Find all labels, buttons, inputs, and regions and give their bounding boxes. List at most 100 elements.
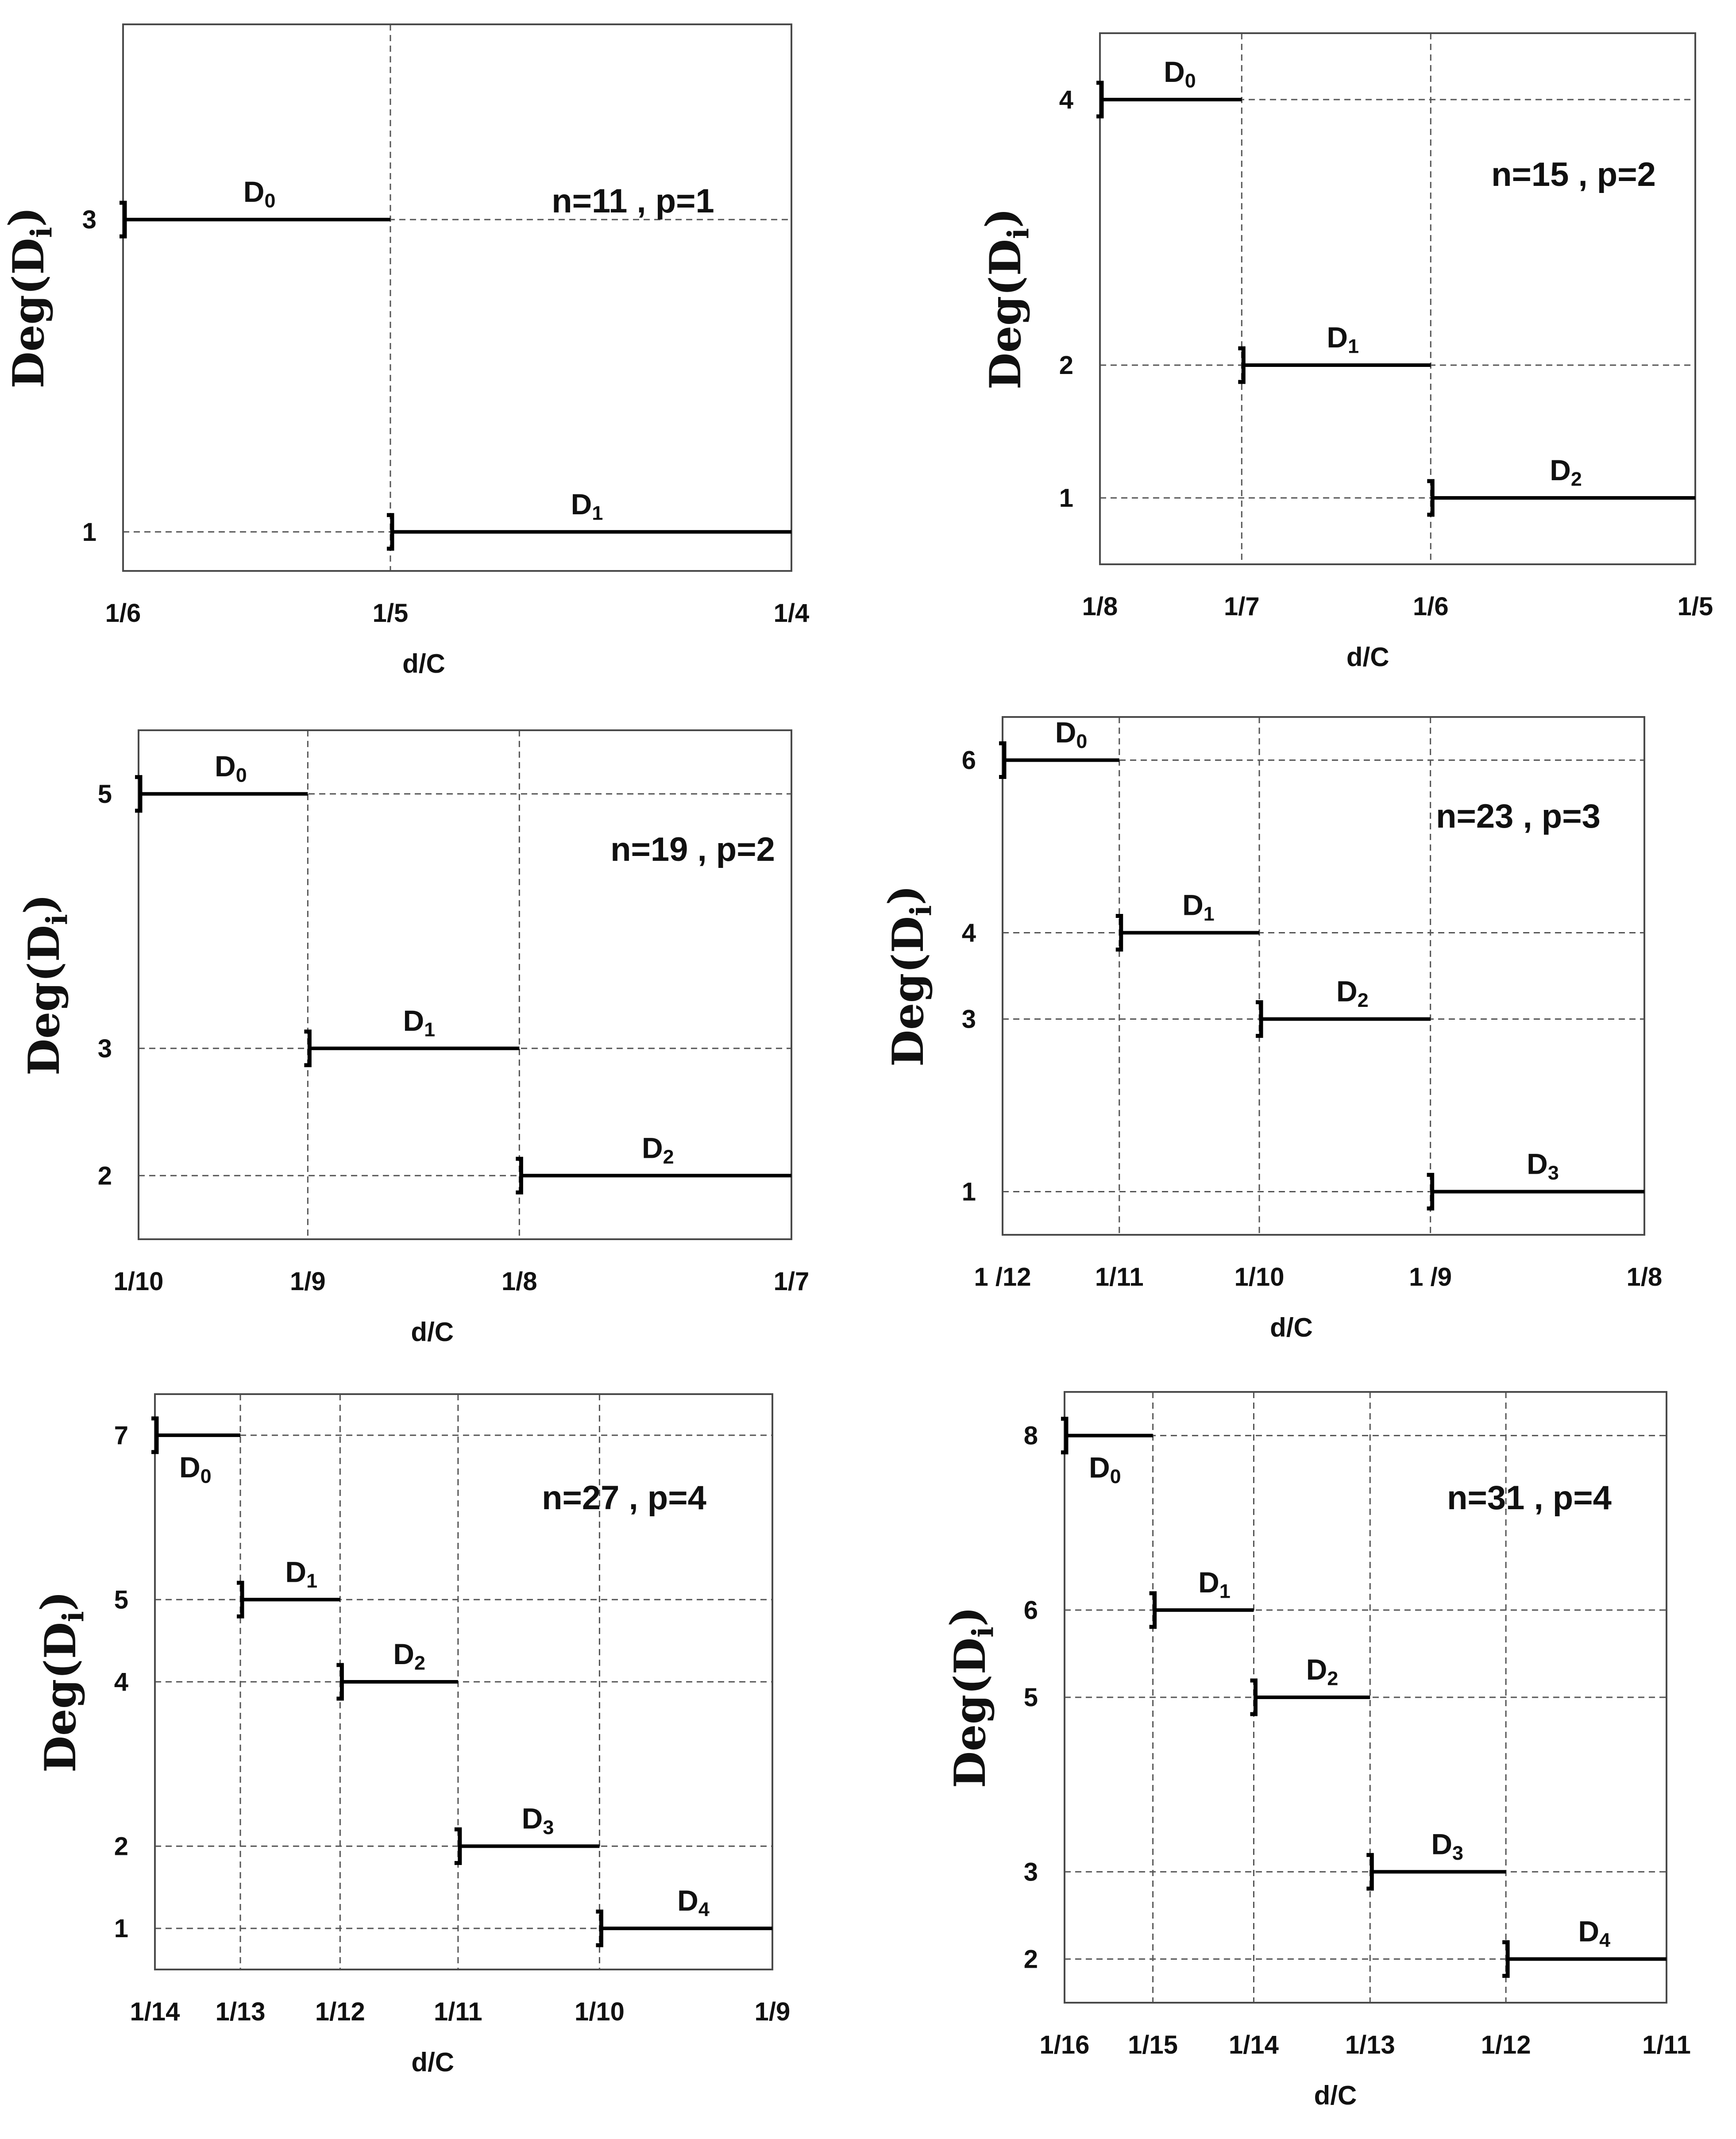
bracket-d0: [1061, 1417, 1069, 1455]
bracket-d4: [1502, 1940, 1510, 1978]
plot-frame: [154, 1393, 773, 1970]
x-tick-label: 1/9: [755, 1997, 791, 2026]
x-tick-label: 1/5: [1678, 592, 1713, 621]
x-tick-label: 1/10: [1234, 1263, 1285, 1291]
x-tick-label: 1/10: [575, 1997, 625, 2026]
x-tick-label: 1/11: [1642, 2031, 1691, 2059]
segment-label-d1: D1: [1327, 321, 1359, 358]
bracket-d2: [516, 1156, 523, 1195]
x-tick-label: 1/7: [774, 1267, 810, 1296]
chart-panel-1: D0 D1 1/6 1/5 1/4 1 3 d/C Deg(Di) n=11 , p=1: [0, 23, 810, 678]
y-tick-label: 2: [1059, 351, 1073, 380]
plot-frame: [138, 729, 792, 1240]
segment-label-d1: D1: [403, 1004, 435, 1041]
panel-annotation: n=27 , p=4: [542, 1479, 706, 1517]
y-tick-label: 6: [962, 746, 976, 775]
chart-panel-5: D0 D1 D2 D3 D4 1/14 1/13 1/12 1/11 1/10 1/9 1 2 4 5 7 d/…: [31, 1393, 791, 2077]
x-axis-label: d/C: [402, 649, 445, 678]
bracket-d2: [1256, 1000, 1263, 1038]
chart-panel-3: D0 D1 D2 1/10 1/9 1/8 1/7 2 3 5 d/C Deg(Di) n=19 , p…: [15, 729, 810, 1347]
bracket-d1: [237, 1580, 244, 1619]
x-axis-label: d/C: [411, 2047, 454, 2077]
x-tick-label: 1/11: [434, 1997, 482, 2026]
plot-frame: [1064, 1391, 1667, 2004]
x-tick-label: 1/12: [1481, 2031, 1531, 2059]
y-axis-label: Deg(Di): [941, 1607, 1000, 1788]
plot-frame: [1099, 32, 1696, 565]
bracket-d1: [1115, 914, 1123, 952]
chart-panel-4: D0 D1 D2 D3 1 /12 1/11 1/10 1 /9 1/8 1 3 4 6 d/C Deg(D…: [879, 716, 1662, 1343]
bracket-d2: [1427, 479, 1435, 517]
x-tick-label: 1/7: [1224, 592, 1260, 621]
bracket-d2: [1250, 1678, 1258, 1716]
y-tick-label: 3: [962, 1005, 976, 1034]
y-axis-label: Deg(Di): [976, 208, 1035, 389]
x-tick-label: 1/10: [114, 1267, 164, 1296]
y-tick-label: 2: [98, 1161, 112, 1190]
x-tick-label: 1/15: [1128, 2031, 1178, 2059]
y-tick-label: 3: [1024, 1858, 1038, 1886]
segment-label-d2: D2: [642, 1131, 674, 1168]
x-tick-label: 1/4: [774, 599, 810, 628]
segment-label-d1: D1: [1198, 1566, 1231, 1603]
x-tick-label: 1 /9: [1409, 1263, 1452, 1291]
y-tick-label: 1: [1059, 484, 1073, 513]
x-tick-label: 1/6: [1413, 592, 1449, 621]
x-tick-label: 1 /12: [974, 1263, 1031, 1291]
x-tick-label: 1/8: [1627, 1263, 1663, 1291]
y-tick-label: 7: [114, 1421, 128, 1450]
bracket-d1: [386, 513, 394, 551]
x-axis-label: d/C: [411, 1317, 454, 1347]
segment-label-d2: D2: [1306, 1653, 1339, 1690]
bracket-d1: [1149, 1591, 1157, 1629]
x-tick-label: 1/13: [216, 1997, 266, 2026]
x-tick-label: 1/11: [1095, 1263, 1144, 1291]
x-tick-label: 1/16: [1040, 2031, 1090, 2059]
segment-label-d0: D0: [1164, 55, 1196, 92]
bracket-d3: [1427, 1173, 1435, 1210]
plot-frame: [1002, 716, 1645, 1236]
y-axis-label: Deg(Di): [31, 1591, 90, 1773]
y-axis-label: Deg(Di): [15, 894, 74, 1075]
y-tick-label: 4: [1059, 85, 1073, 114]
panel-annotation: n=15 , p=2: [1491, 156, 1656, 193]
panel-annotation: n=23 , p=3: [1436, 798, 1601, 835]
x-tick-label: 1/13: [1345, 2031, 1395, 2059]
segment-label-d1: D1: [571, 488, 603, 524]
segment-label-d0: D0: [1089, 1451, 1121, 1488]
y-tick-label: 5: [1024, 1683, 1038, 1712]
x-tick-label: 1/14: [130, 1997, 180, 2026]
segment-label-d4: D4: [677, 1884, 710, 1921]
y-tick-label: 5: [114, 1585, 128, 1614]
bracket-d3: [454, 1827, 462, 1865]
segment-label-d3: D3: [1527, 1148, 1559, 1184]
y-tick-label: 4: [114, 1668, 128, 1696]
chart-panel-6: D0 D1 D2 D3 D4 1/16 1/15 1/14 1/13 1/12 1/11 2 3 5 6 8 d…: [941, 1391, 1691, 2110]
panel-annotation: n=19 , p=2: [610, 831, 775, 868]
segment-label-d2: D2: [1336, 975, 1369, 1012]
segment-label-d3: D3: [1431, 1827, 1463, 1864]
panel-annotation: n=31 , p=4: [1447, 1479, 1612, 1517]
y-tick-label: 8: [1024, 1422, 1038, 1450]
x-tick-label: 1/8: [502, 1267, 537, 1296]
bracket-d0: [151, 1416, 159, 1454]
bracket-d0: [135, 775, 143, 813]
segment-label-d0: D0: [215, 750, 247, 786]
segment-label-d4: D4: [1578, 1915, 1610, 1951]
bracket-d0: [999, 741, 1007, 779]
segment-label-d0: D0: [243, 175, 276, 212]
y-tick-label: 1: [114, 1914, 128, 1943]
y-tick-label: 2: [1024, 1945, 1038, 1973]
x-axis-label: d/C: [1314, 2081, 1357, 2110]
y-tick-label: 3: [82, 205, 96, 234]
x-tick-label: 1/14: [1229, 2031, 1279, 2059]
segment-label-d2: D2: [393, 1638, 425, 1674]
x-axis-label: d/C: [1270, 1313, 1313, 1342]
y-tick-label: 6: [1024, 1596, 1038, 1625]
y-tick-label: 3: [98, 1034, 112, 1063]
x-axis-label: d/C: [1346, 642, 1389, 672]
segment-label-d0: D0: [1055, 716, 1088, 753]
plot-frame: [122, 23, 792, 572]
y-tick-label: 1: [82, 518, 96, 547]
